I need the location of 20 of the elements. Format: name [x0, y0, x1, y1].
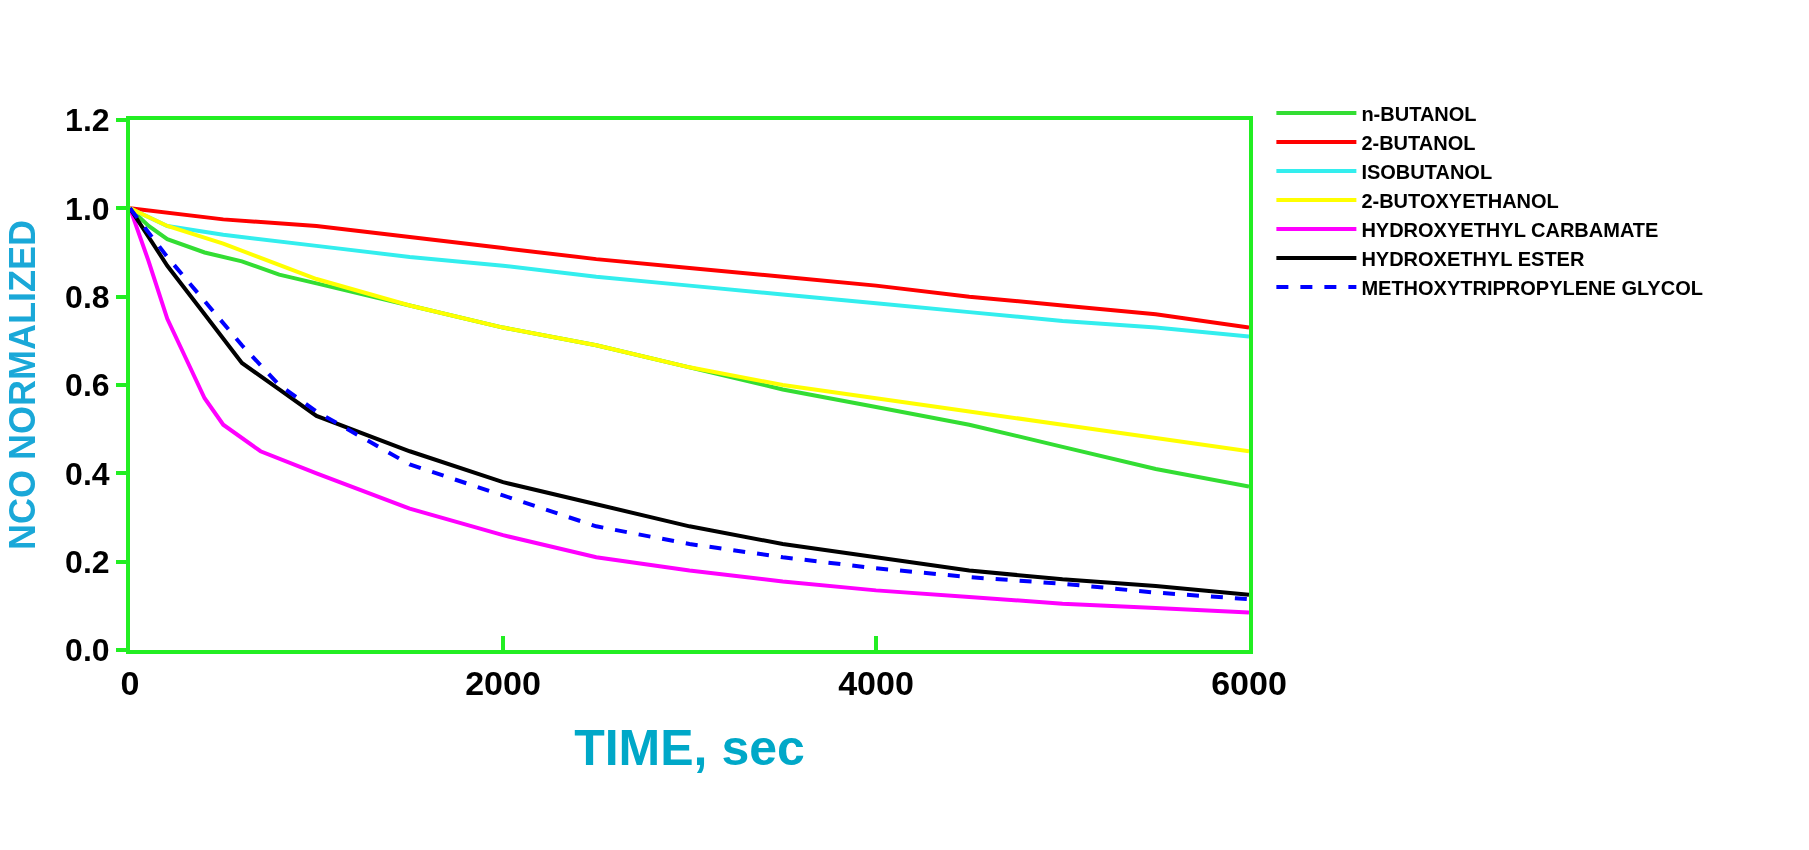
- legend-label: n-BUTANOL: [1361, 102, 1477, 125]
- x-tick-label: 4000: [838, 663, 914, 702]
- legend-label: HYDROXETHYL ESTER: [1361, 247, 1585, 270]
- y-tick-label: 0.0: [65, 632, 110, 669]
- y-axis-title: NCO NORMALIZED: [1, 220, 43, 550]
- y-tick-label: 1.2: [65, 102, 110, 139]
- y-tick-label: 0.8: [65, 278, 110, 315]
- legend-label: 2-BUTOXYETHANOL: [1361, 189, 1559, 212]
- y-tick-label: 0.4: [65, 455, 110, 492]
- legend-label: HYDROXYETHYL CARBAMATE: [1361, 218, 1659, 241]
- legend-label: ISOBUTANOL: [1361, 160, 1493, 183]
- y-tick-label: 1.0: [65, 190, 110, 227]
- x-tick-label: 6000: [1211, 663, 1287, 702]
- x-axis-title: TIME, sec: [574, 719, 805, 776]
- y-tick-label: 0.2: [65, 543, 110, 580]
- legend-label: 2-BUTANOL: [1361, 131, 1476, 154]
- legend-label: METHOXYTRIPROPYLENE GLYCOL: [1361, 276, 1703, 299]
- x-tick-label: 2000: [465, 663, 541, 702]
- x-tick-label: 0: [120, 663, 140, 702]
- y-tick-label: 0.6: [65, 367, 110, 404]
